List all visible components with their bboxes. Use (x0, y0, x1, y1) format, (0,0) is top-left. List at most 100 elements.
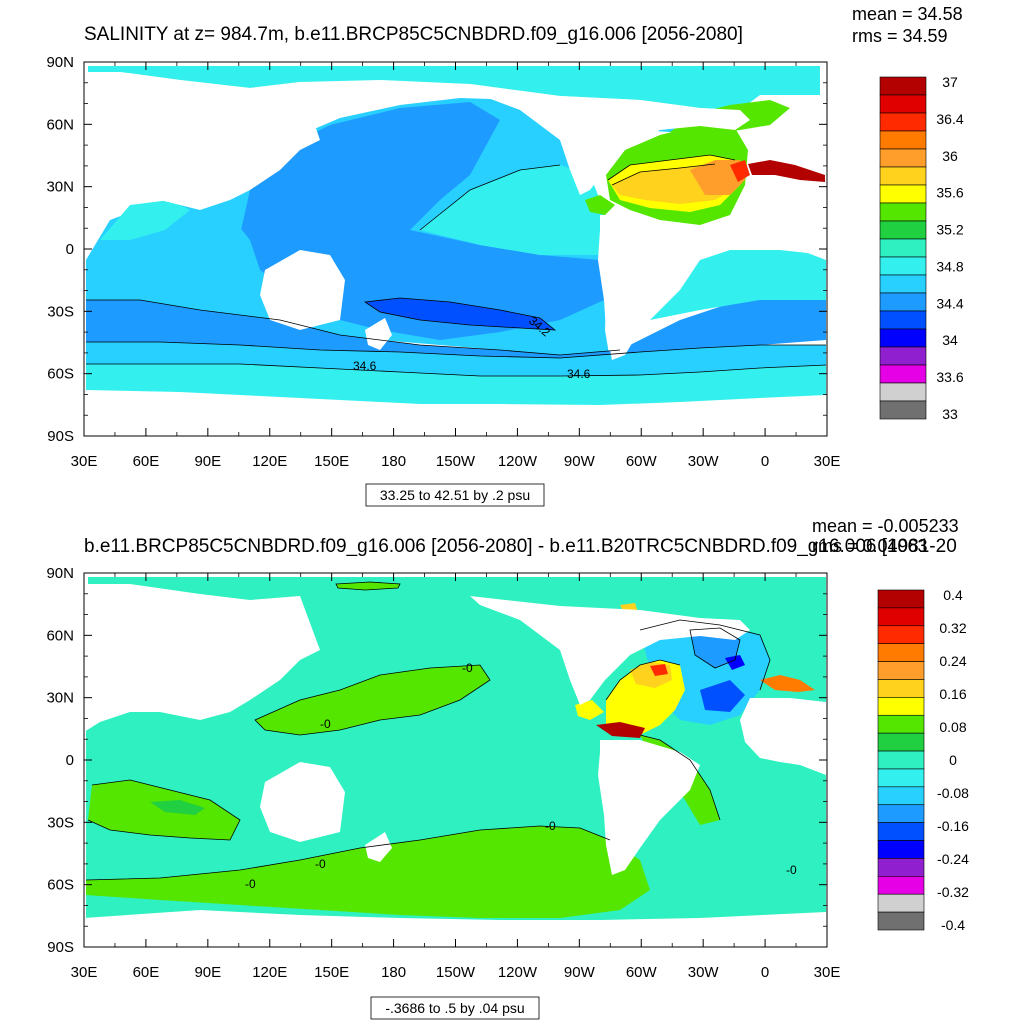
bottom-natl-purple (725, 655, 745, 670)
top-land-namerica (470, 84, 750, 195)
bottom-land-antarctica (84, 910, 827, 947)
lon-label: 150W (436, 453, 476, 470)
colorbar-label: 34 (942, 332, 958, 348)
bottom-arctic-stripe (336, 582, 400, 590)
top-ocean-base (88, 66, 820, 110)
lat-label: 90N (46, 565, 74, 582)
colorbar-label: 34.4 (936, 295, 963, 311)
lat-label: 30S (47, 303, 74, 320)
top-south-band (86, 300, 826, 358)
colorbar-swatch (877, 750, 925, 770)
bottom-range-box: -.3686 to .5 by .04 psu (370, 996, 540, 1020)
colorbar-swatch (877, 732, 925, 752)
colorbar-swatch (877, 625, 925, 644)
colorbar-swatch (879, 148, 927, 168)
colorbar-label: 37 (942, 74, 958, 90)
bottom-contour-label-2: -0 (320, 717, 331, 731)
top-range-label: 33.25 to 42.51 by .2 psu (380, 487, 530, 503)
bottom-contour-label-4: -0 (315, 857, 326, 871)
lat-label: 60N (46, 627, 74, 644)
lon-label: 120W (498, 964, 538, 981)
lon-label: 90E (194, 964, 221, 981)
lon-label: 120E (252, 964, 287, 981)
top-gulf (585, 195, 615, 215)
lat-label: 60S (47, 877, 74, 894)
colorbar-swatch (877, 893, 925, 913)
lon-label: 30E (71, 964, 98, 981)
top-colorbar: 37 36.4 36 35.6 35.2 34.8 34.4 34 33.6 33 (879, 74, 964, 422)
colorbar-label: 0.4 (943, 587, 963, 603)
top-contours (86, 154, 827, 377)
bottom-land-namerica (470, 596, 750, 705)
lon-label: 60W (626, 964, 658, 981)
top-rms: rms = 34.59 (852, 26, 948, 46)
bottom-colorbar: 0.4 0.32 0.24 0.16 0.08 0 -0.08 -0.16 -0.24 -0.32… (877, 587, 969, 933)
colorbar-swatch (879, 220, 927, 240)
lon-label: 90E (194, 453, 221, 470)
colorbar-swatch (877, 858, 925, 877)
lon-label: 30E (814, 964, 841, 981)
colorbar-label: 35.6 (936, 185, 963, 201)
colorbar-swatch (879, 112, 927, 132)
lon-label: 120E (252, 453, 287, 470)
lat-label: 30S (47, 814, 74, 831)
colorbar-swatch (879, 76, 927, 96)
colorbar-label: 35.2 (936, 222, 963, 238)
colorbar-swatch (877, 786, 925, 806)
colorbar-label: 0.24 (939, 653, 966, 669)
colorbar-label: -0.32 (937, 884, 969, 900)
bottom-contour-label-1: -0 (462, 661, 473, 675)
colorbar-swatch (877, 643, 925, 662)
colorbar-swatch (879, 256, 927, 276)
bottom-land-australia (260, 762, 345, 842)
colorbar-swatch (877, 661, 925, 680)
bottom-pacific-green (255, 665, 490, 735)
top-ticks (83, 61, 828, 437)
bottom-land-eurasia (84, 573, 827, 732)
bottom-rms: rms = 0.04063 (812, 536, 928, 556)
lat-label: 60S (47, 366, 74, 383)
lat-label: 30N (46, 690, 74, 707)
top-deep-pool (365, 298, 555, 330)
colorbar-swatch (879, 166, 927, 186)
colorbar-swatch (879, 400, 927, 420)
bottom-contour-label-3: -0 (545, 819, 556, 833)
top-lon-labels: 30E 60E 90E 120E 150E 180 150W 120W 90W 60W 30W 0 30… (71, 453, 841, 470)
colorbar-swatch (879, 130, 927, 150)
top-arabian (100, 200, 190, 240)
colorbar-swatch (877, 911, 925, 931)
top-land-africa (740, 185, 826, 260)
bottom-mean: mean = -0.005233 (812, 516, 959, 536)
top-natl-orange (690, 160, 745, 195)
colorbar-swatch (877, 768, 925, 788)
top-southern-ocean (86, 364, 826, 405)
lon-label: 180 (381, 453, 406, 470)
top-land-eurasia (84, 62, 827, 220)
top-contour-label-3: 34.6 (567, 367, 591, 381)
colorbar-label: 0.16 (939, 686, 966, 702)
lon-label: 60E (133, 964, 160, 981)
colorbar-label: 0.08 (939, 719, 966, 735)
top-med (748, 160, 825, 182)
lat-label: 60N (46, 116, 74, 133)
top-contour-label-2: 34.6 (353, 359, 377, 373)
bottom-land-africa (740, 698, 826, 775)
colorbar-label: 33.6 (936, 369, 963, 385)
lon-label: 60W (626, 453, 658, 470)
lat-label: 0 (66, 241, 74, 258)
colorbar-swatch (879, 274, 927, 294)
colorbar-swatch (879, 94, 927, 114)
colorbar-swatch (877, 822, 925, 841)
colorbar-swatch (877, 679, 925, 698)
bottom-map: -0 -0 -0 -0 -0 -0 90N 60N 30N 0 30S 60S 90S 30… (46, 565, 840, 981)
colorbar-swatch (879, 346, 927, 366)
bottom-gulf (575, 700, 604, 720)
lat-label: 90S (47, 428, 74, 445)
colorbar-swatch (879, 202, 927, 222)
bottom-title: b.e11.BRCP85C5CNBDRD.f09_g16.006 [2056-2… (84, 536, 957, 557)
bottom-natl-deep (700, 680, 745, 712)
lon-label: 90W (564, 964, 596, 981)
bottom-caribbean (596, 722, 645, 738)
